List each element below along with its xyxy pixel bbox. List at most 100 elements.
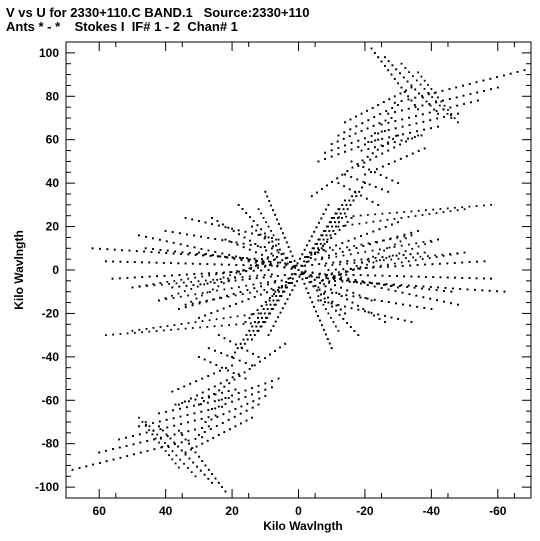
uv-point: [209, 428, 212, 430]
uv-point: [381, 152, 384, 155]
uv-point: [285, 264, 288, 266]
uv-point: [415, 115, 417, 117]
uv-point: [346, 221, 349, 223]
uv-point: [249, 258, 251, 261]
uv-point: [428, 111, 431, 114]
uv-point: [320, 234, 323, 237]
uv-point: [268, 312, 270, 315]
uv-points: [71, 47, 526, 493]
uv-point: [257, 321, 259, 324]
uv-point: [366, 297, 369, 300]
uv-point: [360, 112, 363, 115]
uv-point: [206, 439, 209, 442]
uv-point: [189, 382, 192, 385]
uv-point: [397, 318, 399, 320]
uv-point: [395, 302, 397, 305]
uv-point: [233, 276, 236, 279]
uv-point: [200, 403, 202, 406]
uv-point: [266, 195, 269, 198]
uv-point: [200, 418, 203, 420]
uv-point: [158, 299, 160, 302]
uv-point: [382, 145, 384, 147]
uv-point: [198, 316, 200, 319]
uv-point: [345, 215, 348, 218]
uv-point: [372, 261, 375, 264]
uv-point: [456, 104, 459, 107]
uv-point: [262, 321, 265, 323]
uv-point: [245, 270, 248, 273]
uv-point: [402, 254, 405, 256]
uv-point: [366, 263, 368, 266]
uv-point: [331, 264, 334, 266]
uv-point: [156, 433, 159, 436]
uv-point: [262, 260, 265, 262]
uv-point: [330, 347, 333, 350]
uv-point: [271, 295, 274, 297]
uv-point: [233, 378, 236, 381]
uv-point: [394, 290, 397, 292]
uv-point: [272, 209, 274, 212]
uv-point: [216, 289, 218, 292]
uv-point: [229, 305, 231, 308]
uv-point: [211, 223, 213, 225]
uv-point: [324, 273, 326, 276]
uv-point: [172, 241, 175, 244]
uv-point: [483, 260, 486, 263]
uv-point: [236, 270, 238, 272]
uv-point: [190, 397, 192, 400]
uv-point: [268, 241, 270, 244]
uv-point: [248, 317, 251, 319]
uv-point: [191, 304, 194, 307]
uv-point: [325, 275, 328, 277]
y-tick-label: 20: [46, 220, 60, 234]
uv-point: [424, 243, 426, 246]
uv-point: [444, 287, 447, 289]
uv-point: [214, 251, 217, 253]
uv-point: [179, 243, 182, 246]
uv-point: [448, 88, 451, 90]
uv-point: [324, 250, 327, 253]
uv-point: [456, 252, 459, 255]
uv-point: [408, 71, 410, 73]
uv-point: [358, 294, 361, 297]
uv-point: [410, 210, 413, 213]
uv-point: [158, 251, 160, 254]
uv-point: [443, 104, 446, 107]
uv-point: [405, 140, 407, 143]
uv-point: [335, 309, 337, 312]
uv-point: [406, 286, 409, 288]
uv-point: [403, 91, 406, 93]
uv-point: [429, 297, 432, 300]
uv-point: [324, 290, 326, 293]
uv-point: [234, 351, 236, 354]
uv-point: [402, 133, 404, 136]
uv-point: [193, 246, 196, 249]
uv-point: [263, 312, 266, 315]
uv-point: [253, 287, 256, 290]
uv-point: [322, 238, 325, 241]
uv-point: [265, 221, 267, 224]
uv-point: [279, 311, 282, 314]
uv-point: [199, 301, 201, 303]
uv-point: [289, 250, 292, 253]
uv-point: [362, 166, 365, 168]
uv-point: [227, 390, 230, 392]
uv-point: [138, 416, 140, 419]
uv-point: [238, 375, 241, 377]
uv-point: [406, 80, 409, 83]
uv-point: [400, 139, 403, 142]
uv-point: [299, 273, 302, 276]
uv-point: [337, 304, 340, 306]
uv-point: [270, 308, 273, 310]
uv-point: [216, 220, 219, 222]
uv-point: [222, 223, 224, 226]
uv-point: [357, 334, 360, 336]
uv-point: [322, 213, 325, 215]
uv-point: [235, 264, 238, 266]
uv-point: [364, 173, 366, 176]
uv-point: [433, 92, 436, 95]
uv-point: [378, 122, 381, 125]
uv-point: [322, 303, 325, 306]
y-tick-label: -20: [42, 306, 60, 320]
uv-point: [257, 403, 260, 406]
